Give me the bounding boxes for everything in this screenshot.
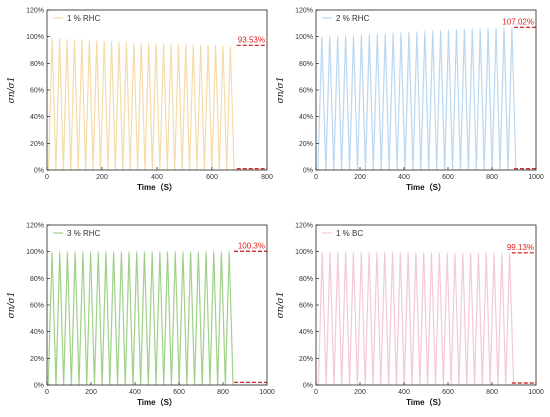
y-tick-label: 100% <box>295 249 313 256</box>
x-tick-label: 0 <box>314 174 318 181</box>
chart-panel-3pct-rhc: 100.3% 0% 20% 40% 60% 80% 100% 120% 0 200 400 600 80… <box>7 223 275 408</box>
y-axis-label: σn/σ1 <box>276 77 286 104</box>
x-tick-label: 200 <box>354 389 366 396</box>
y-tick-label: 60% <box>30 303 44 310</box>
x-tick-label: 200 <box>85 389 97 396</box>
y-axis-label: σn/σ1 <box>7 77 17 104</box>
x-axis-label: Time（S） <box>137 182 177 192</box>
x-tick-label: 1000 <box>259 389 275 396</box>
y-tick-label: 0% <box>303 168 313 175</box>
series-line <box>47 251 267 386</box>
series-line <box>317 251 536 386</box>
y-tick-label: 20% <box>30 356 44 363</box>
peak-annotation: 107.02% <box>502 17 534 26</box>
x-tick-label: 600 <box>442 174 454 181</box>
x-tick-label: 600 <box>206 174 218 181</box>
x-tick-label: 0 <box>45 174 49 181</box>
legend-label: 2 % RHC <box>336 14 370 23</box>
y-tick-label: 40% <box>30 329 44 336</box>
x-tick-label: 800 <box>217 389 229 396</box>
y-tick-label: 0% <box>34 168 44 175</box>
series-line-echo <box>48 253 268 386</box>
y-tick-label: 40% <box>30 114 44 121</box>
y-tick-label: 40% <box>299 114 313 121</box>
y-tick-label: 100% <box>26 34 44 41</box>
series-line-echo <box>317 29 537 171</box>
legend-label: 1 % BC <box>336 229 363 238</box>
y-axis-label: σn/σ1 <box>7 292 17 319</box>
x-tick-label: 800 <box>261 174 273 181</box>
x-tick-label: 400 <box>129 389 141 396</box>
x-axis-label: Time（S） <box>406 182 446 192</box>
x-axis-label: Time（S） <box>406 397 446 407</box>
chart-panel-2pct-rhc: 107.02% 0% 20% 40% 60% 80% 100% 120% 0 200 400 600 8… <box>276 8 544 193</box>
x-tick-label: 200 <box>354 174 366 181</box>
x-tick-label: 0 <box>314 389 318 396</box>
y-tick-label: 100% <box>26 249 44 256</box>
x-tick-label: 600 <box>173 389 185 396</box>
y-tick-label: 80% <box>30 61 44 68</box>
peak-annotation: 93.53% <box>238 35 265 44</box>
peak-annotation: 100.3% <box>238 241 265 250</box>
y-tick-label: 60% <box>299 88 313 95</box>
x-tick-label: 400 <box>398 389 410 396</box>
x-tick-label: 200 <box>96 174 108 181</box>
y-tick-label: 60% <box>299 303 313 310</box>
series-line <box>47 37 267 171</box>
y-tick-label: 20% <box>30 141 44 148</box>
y-tick-label: 100% <box>295 34 313 41</box>
x-tick-label: 800 <box>486 389 498 396</box>
series-line-echo <box>318 253 537 386</box>
x-tick-label: 600 <box>442 389 454 396</box>
y-tick-label: 120% <box>295 223 313 230</box>
y-tick-label: 80% <box>299 61 313 68</box>
peak-annotation: 99.13% <box>507 243 534 252</box>
y-tick-label: 120% <box>295 8 313 15</box>
y-tick-label: 120% <box>26 8 44 15</box>
x-tick-label: 400 <box>151 174 163 181</box>
y-tick-label: 0% <box>34 383 44 390</box>
chart-panel-1pct-bc: 99.13% 0% 20% 40% 60% 80% 100% 120% 0 200 400 600 80… <box>276 223 544 408</box>
y-tick-label: 80% <box>30 276 44 283</box>
y-tick-label: 60% <box>30 88 44 95</box>
y-axis-label: σn/σ1 <box>276 292 286 319</box>
x-tick-label: 800 <box>486 174 498 181</box>
x-axis-label: Time（S） <box>137 397 177 407</box>
x-tick-label: 0 <box>45 389 49 396</box>
y-tick-label: 20% <box>299 141 313 148</box>
y-tick-label: 40% <box>299 329 313 336</box>
legend-label: 3 % RHC <box>67 229 101 238</box>
y-tick-label: 120% <box>26 223 44 230</box>
y-tick-label: 20% <box>299 356 313 363</box>
series-line <box>317 27 536 171</box>
y-tick-label: 0% <box>303 383 313 390</box>
y-tick-label: 80% <box>299 276 313 283</box>
chart-panel-1pct-rhc: 93.53% 0% 20% 40% 60% 80% 100% 120% 0 200 400 600 80… <box>7 8 273 193</box>
legend-label: 1 % RHC <box>67 14 101 23</box>
x-tick-label: 1000 <box>528 389 544 396</box>
x-tick-label: 400 <box>398 174 410 181</box>
x-tick-label: 1000 <box>528 174 544 181</box>
